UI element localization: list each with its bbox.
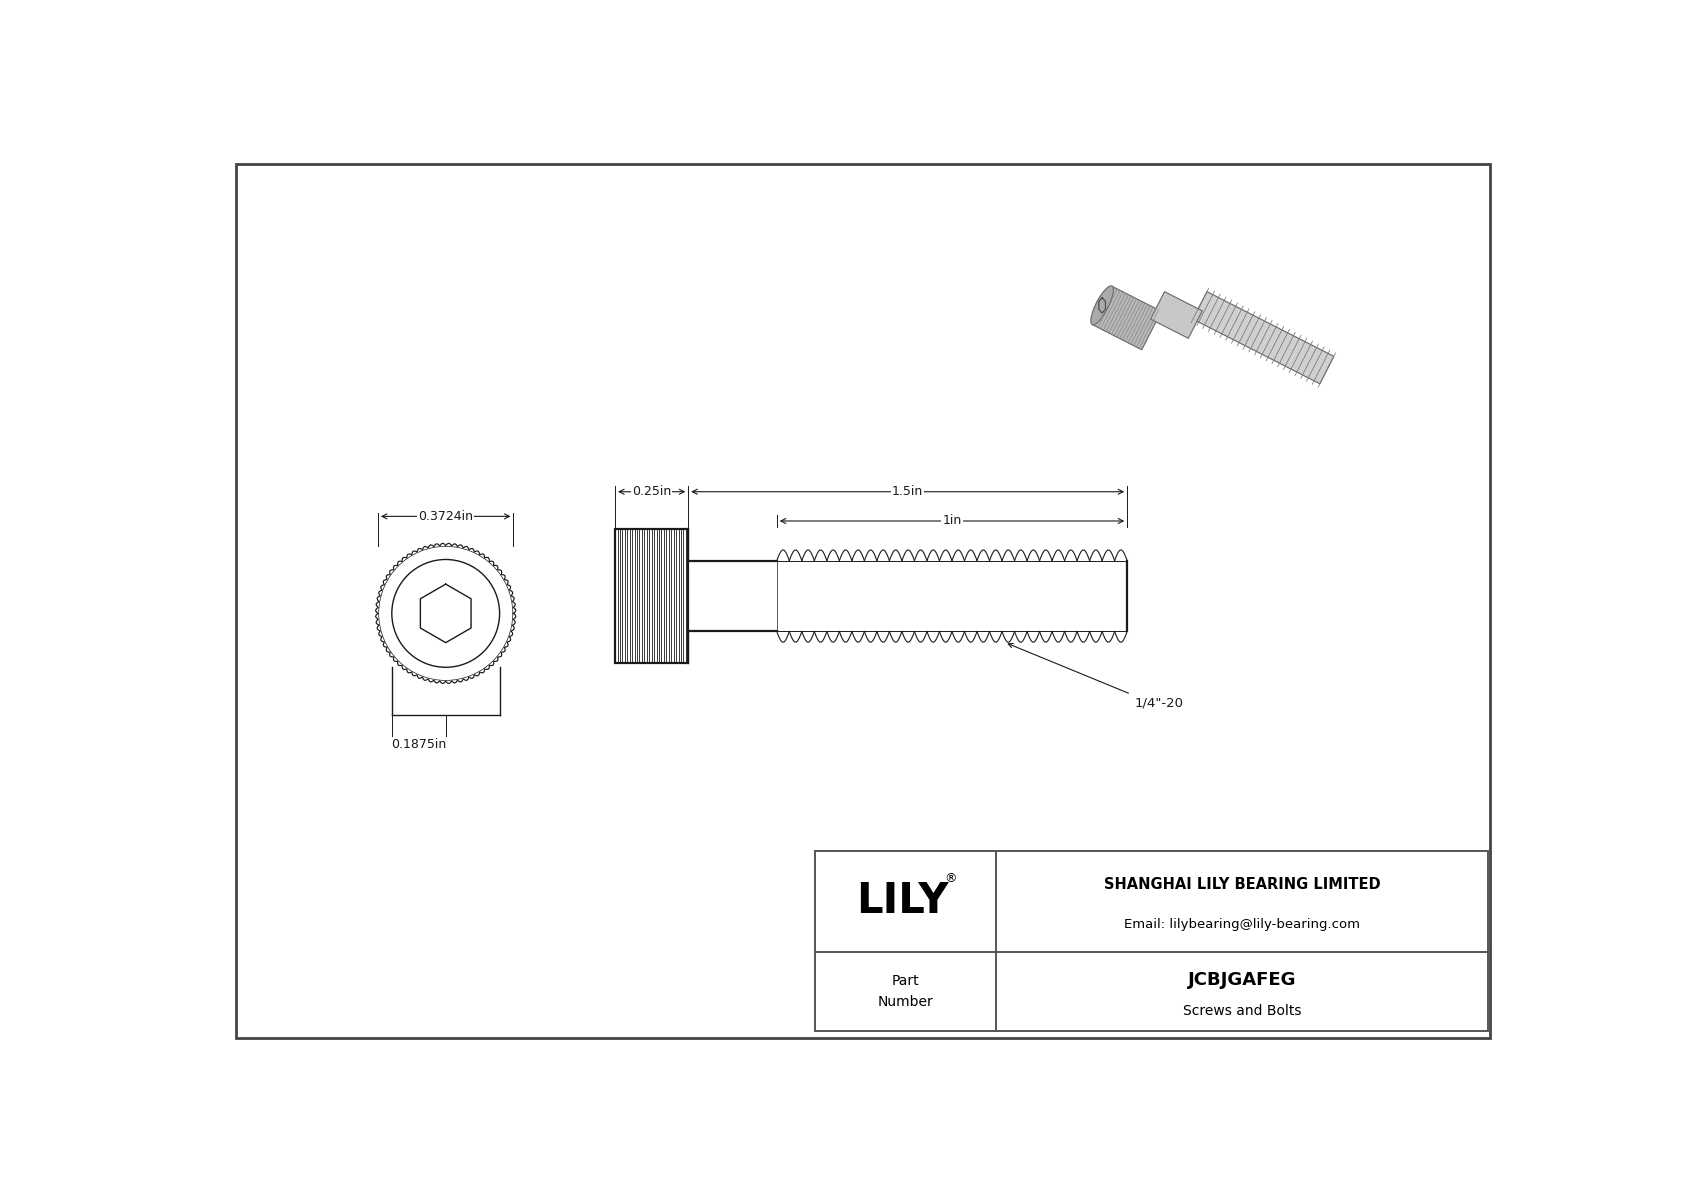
Text: LILY: LILY <box>855 880 948 922</box>
Polygon shape <box>1091 286 1113 325</box>
Bar <box>815 850 1489 1030</box>
Text: 1/4"-20: 1/4"-20 <box>1135 697 1184 710</box>
Circle shape <box>392 560 500 667</box>
Text: Email: lilybearing@lily-bearing.com: Email: lilybearing@lily-bearing.com <box>1125 918 1361 931</box>
Text: 1in: 1in <box>943 515 962 528</box>
Text: SHANGHAI LILY BEARING LIMITED: SHANGHAI LILY BEARING LIMITED <box>1105 877 1381 892</box>
Polygon shape <box>1093 286 1162 350</box>
Text: Screws and Bolts: Screws and Bolts <box>1184 1004 1302 1018</box>
Polygon shape <box>1150 292 1202 338</box>
Text: 0.1875in: 0.1875in <box>391 737 446 750</box>
Text: ®: ® <box>945 872 957 885</box>
Polygon shape <box>1192 292 1334 384</box>
Bar <box>615 529 689 663</box>
Text: 0.3724in: 0.3724in <box>418 510 473 523</box>
Text: 0.25in: 0.25in <box>632 485 672 498</box>
Text: JCBJGAFEG: JCBJGAFEG <box>1187 971 1297 989</box>
Text: 1.5in: 1.5in <box>893 485 923 498</box>
Text: Part
Number: Part Number <box>877 974 933 1009</box>
